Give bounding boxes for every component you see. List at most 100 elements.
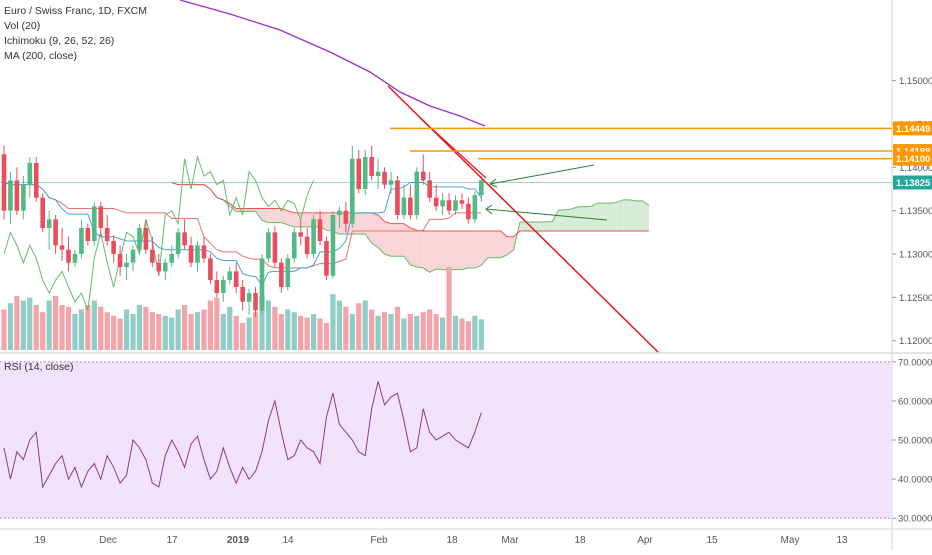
kijun-sen: [3, 182, 482, 269]
volume-bar: [194, 312, 201, 350]
candle-body: [304, 236, 310, 255]
cloud-segment: [629, 199, 637, 232]
price-tick-label: 1.12500: [899, 293, 932, 304]
candle-body: [311, 219, 316, 255]
ma-indicator-label[interactable]: MA (200, close): [4, 50, 77, 62]
volume-bar: [465, 321, 471, 350]
candle-body: [240, 286, 245, 302]
rsi-indicator-label[interactable]: RSI (14, close): [4, 361, 74, 373]
volume-bar: [220, 314, 226, 350]
volume-bar: [59, 305, 65, 350]
candle-body: [233, 271, 239, 287]
cloud-segment: [616, 199, 624, 232]
candle-body: [427, 180, 432, 198]
candles: [1, 145, 484, 317]
candle-body: [214, 280, 220, 294]
candle-body: [362, 156, 368, 190]
time-tick-label: 19: [34, 535, 46, 546]
volume-indicator-label[interactable]: Vol (20): [4, 20, 41, 32]
cloud-segment: [397, 223, 404, 257]
candle-body: [388, 180, 394, 185]
candle-body: [201, 245, 207, 259]
level-price-tag: [893, 121, 932, 136]
candle-body: [350, 158, 355, 224]
cloud-segment: [436, 231, 443, 270]
cloud-segment: [623, 199, 630, 232]
cloud-segment: [262, 208, 269, 223]
time-axis: 19 Dec 17 2019 14 Feb 18 Mar 18 Apr 15 May 13: [34, 535, 848, 546]
rsi-background: [0, 361, 892, 519]
cloud-segment: [416, 230, 424, 268]
cloud-segment: [545, 221, 553, 232]
candle-body: [375, 171, 381, 176]
candle-body: [253, 293, 258, 311]
candle-body: [466, 203, 471, 220]
tenkan-sen: [3, 182, 482, 287]
volume-bar: [356, 303, 362, 350]
volume-bars: [1, 267, 484, 350]
volume-bar: [117, 318, 123, 350]
volume-bar: [427, 309, 433, 350]
volume-bar: [265, 300, 272, 350]
time-tick-label: Feb: [370, 535, 388, 546]
volume-bar: [169, 317, 175, 350]
cloud-segment: [500, 231, 508, 258]
candle-body: [369, 156, 374, 176]
cloud-segment: [474, 231, 482, 268]
candle-body: [156, 262, 162, 272]
cloud-segment: [507, 236, 514, 255]
volume-bar: [143, 306, 149, 350]
candle-body: [459, 200, 465, 204]
volume-bar: [91, 300, 97, 350]
ma-200-line: [179, 0, 486, 127]
candle-body: [111, 241, 116, 255]
cloud-segment: [468, 231, 475, 268]
candle-body: [8, 180, 13, 211]
candle-body: [85, 228, 91, 242]
volume-bar: [98, 306, 104, 350]
volume-bar: [72, 314, 78, 350]
volume-bar: [233, 315, 239, 350]
cloud-segment: [242, 208, 250, 212]
volume-bar: [278, 314, 284, 350]
candle-body: [143, 228, 149, 250]
level-price-label: 1.14449: [896, 124, 930, 135]
candle-body: [98, 206, 104, 229]
candle-body: [324, 241, 329, 276]
ichimoku-indicator-label[interactable]: Ichimoku (9, 26, 52, 26): [4, 35, 115, 47]
volume-bar: [136, 305, 143, 350]
time-tick-label: 17: [166, 535, 178, 546]
candle-body: [162, 262, 168, 272]
volume-bar: [362, 300, 368, 350]
rsi-tick-label: 50.0000: [898, 436, 932, 447]
price-tick-label: 1.15000: [899, 76, 932, 87]
volume-bar: [188, 314, 194, 350]
time-tick-label: Mar: [501, 535, 519, 546]
volume-bar: [53, 296, 59, 350]
candle-body: [59, 245, 65, 250]
volume-bar: [246, 317, 252, 350]
time-tick-label: 18: [574, 535, 586, 546]
candle-body: [420, 171, 426, 181]
volume-bar: [311, 314, 317, 350]
candle-body: [401, 197, 407, 216]
candle-body: [272, 232, 278, 263]
volume-bar: [162, 315, 168, 350]
cloud-segment: [636, 200, 643, 232]
cloud-segment: [532, 221, 540, 232]
volume-bar: [349, 314, 355, 350]
symbol-title[interactable]: Euro / Swiss Franc, 1D, FXCM: [4, 5, 147, 17]
candle-body: [246, 293, 252, 302]
arrow-upper: [489, 164, 595, 185]
cloud-segment: [590, 203, 598, 232]
volume-bar: [298, 315, 304, 350]
time-tick-label: 15: [706, 535, 718, 546]
cloud-segment: [423, 231, 430, 273]
volume-bar: [85, 305, 91, 350]
candle-body: [433, 197, 439, 207]
candle-body: [395, 180, 400, 216]
price-tick-label: 1.14000: [899, 163, 932, 174]
volume-bar: [27, 297, 33, 350]
candle-body: [72, 254, 78, 263]
